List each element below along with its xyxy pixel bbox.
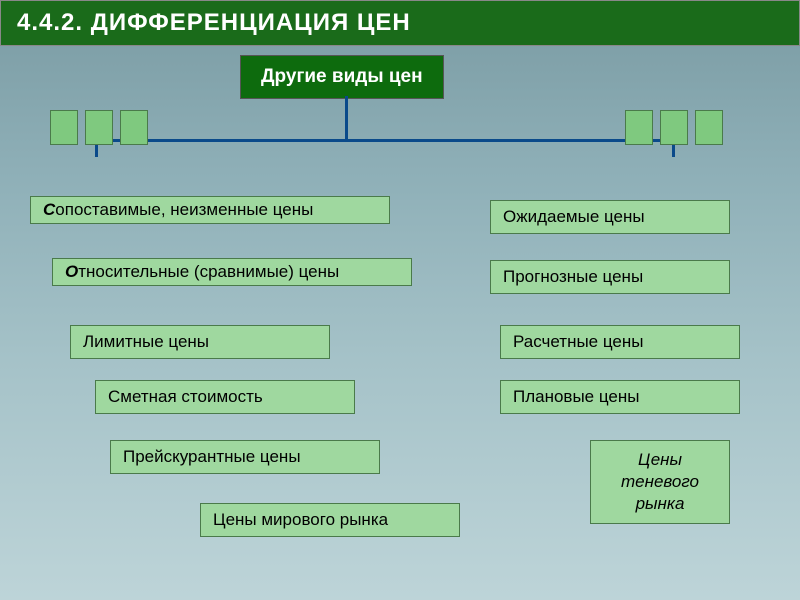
special-line3: рынка — [636, 494, 685, 513]
small-connector-box — [120, 110, 148, 145]
label-shadow-market: Цены теневого рынка — [590, 440, 730, 524]
price-type-label: Относительные (сравнимые) цены — [52, 258, 412, 286]
small-connector-box — [85, 110, 113, 145]
small-connector-box — [660, 110, 688, 145]
small-connector-box — [50, 110, 78, 145]
connector-horizontal — [95, 139, 675, 142]
price-type-label: Лимитные цены — [70, 325, 330, 359]
price-type-label: Ожидаемые цены — [490, 200, 730, 234]
price-type-label: Расчетные цены — [500, 325, 740, 359]
special-line1: Цены — [638, 450, 682, 469]
price-type-label: Прейскурантные цены — [110, 440, 380, 474]
small-connector-box — [695, 110, 723, 145]
small-connector-box — [625, 110, 653, 145]
price-type-label: Прогнозные цены — [490, 260, 730, 294]
price-type-label: Цены мирового рынка — [200, 503, 460, 537]
slide-header: 4.4.2. ДИФФЕРЕНЦИАЦИЯ ЦЕН — [0, 0, 800, 46]
price-type-label: Плановые цены — [500, 380, 740, 414]
price-type-label: Сопоставимые, неизменные цены — [30, 196, 390, 224]
price-type-label: Сметная стоимость — [95, 380, 355, 414]
diagram-title: Другие виды цен — [240, 55, 444, 99]
connector-vertical-main — [345, 96, 348, 141]
special-line2: теневого — [621, 472, 699, 491]
